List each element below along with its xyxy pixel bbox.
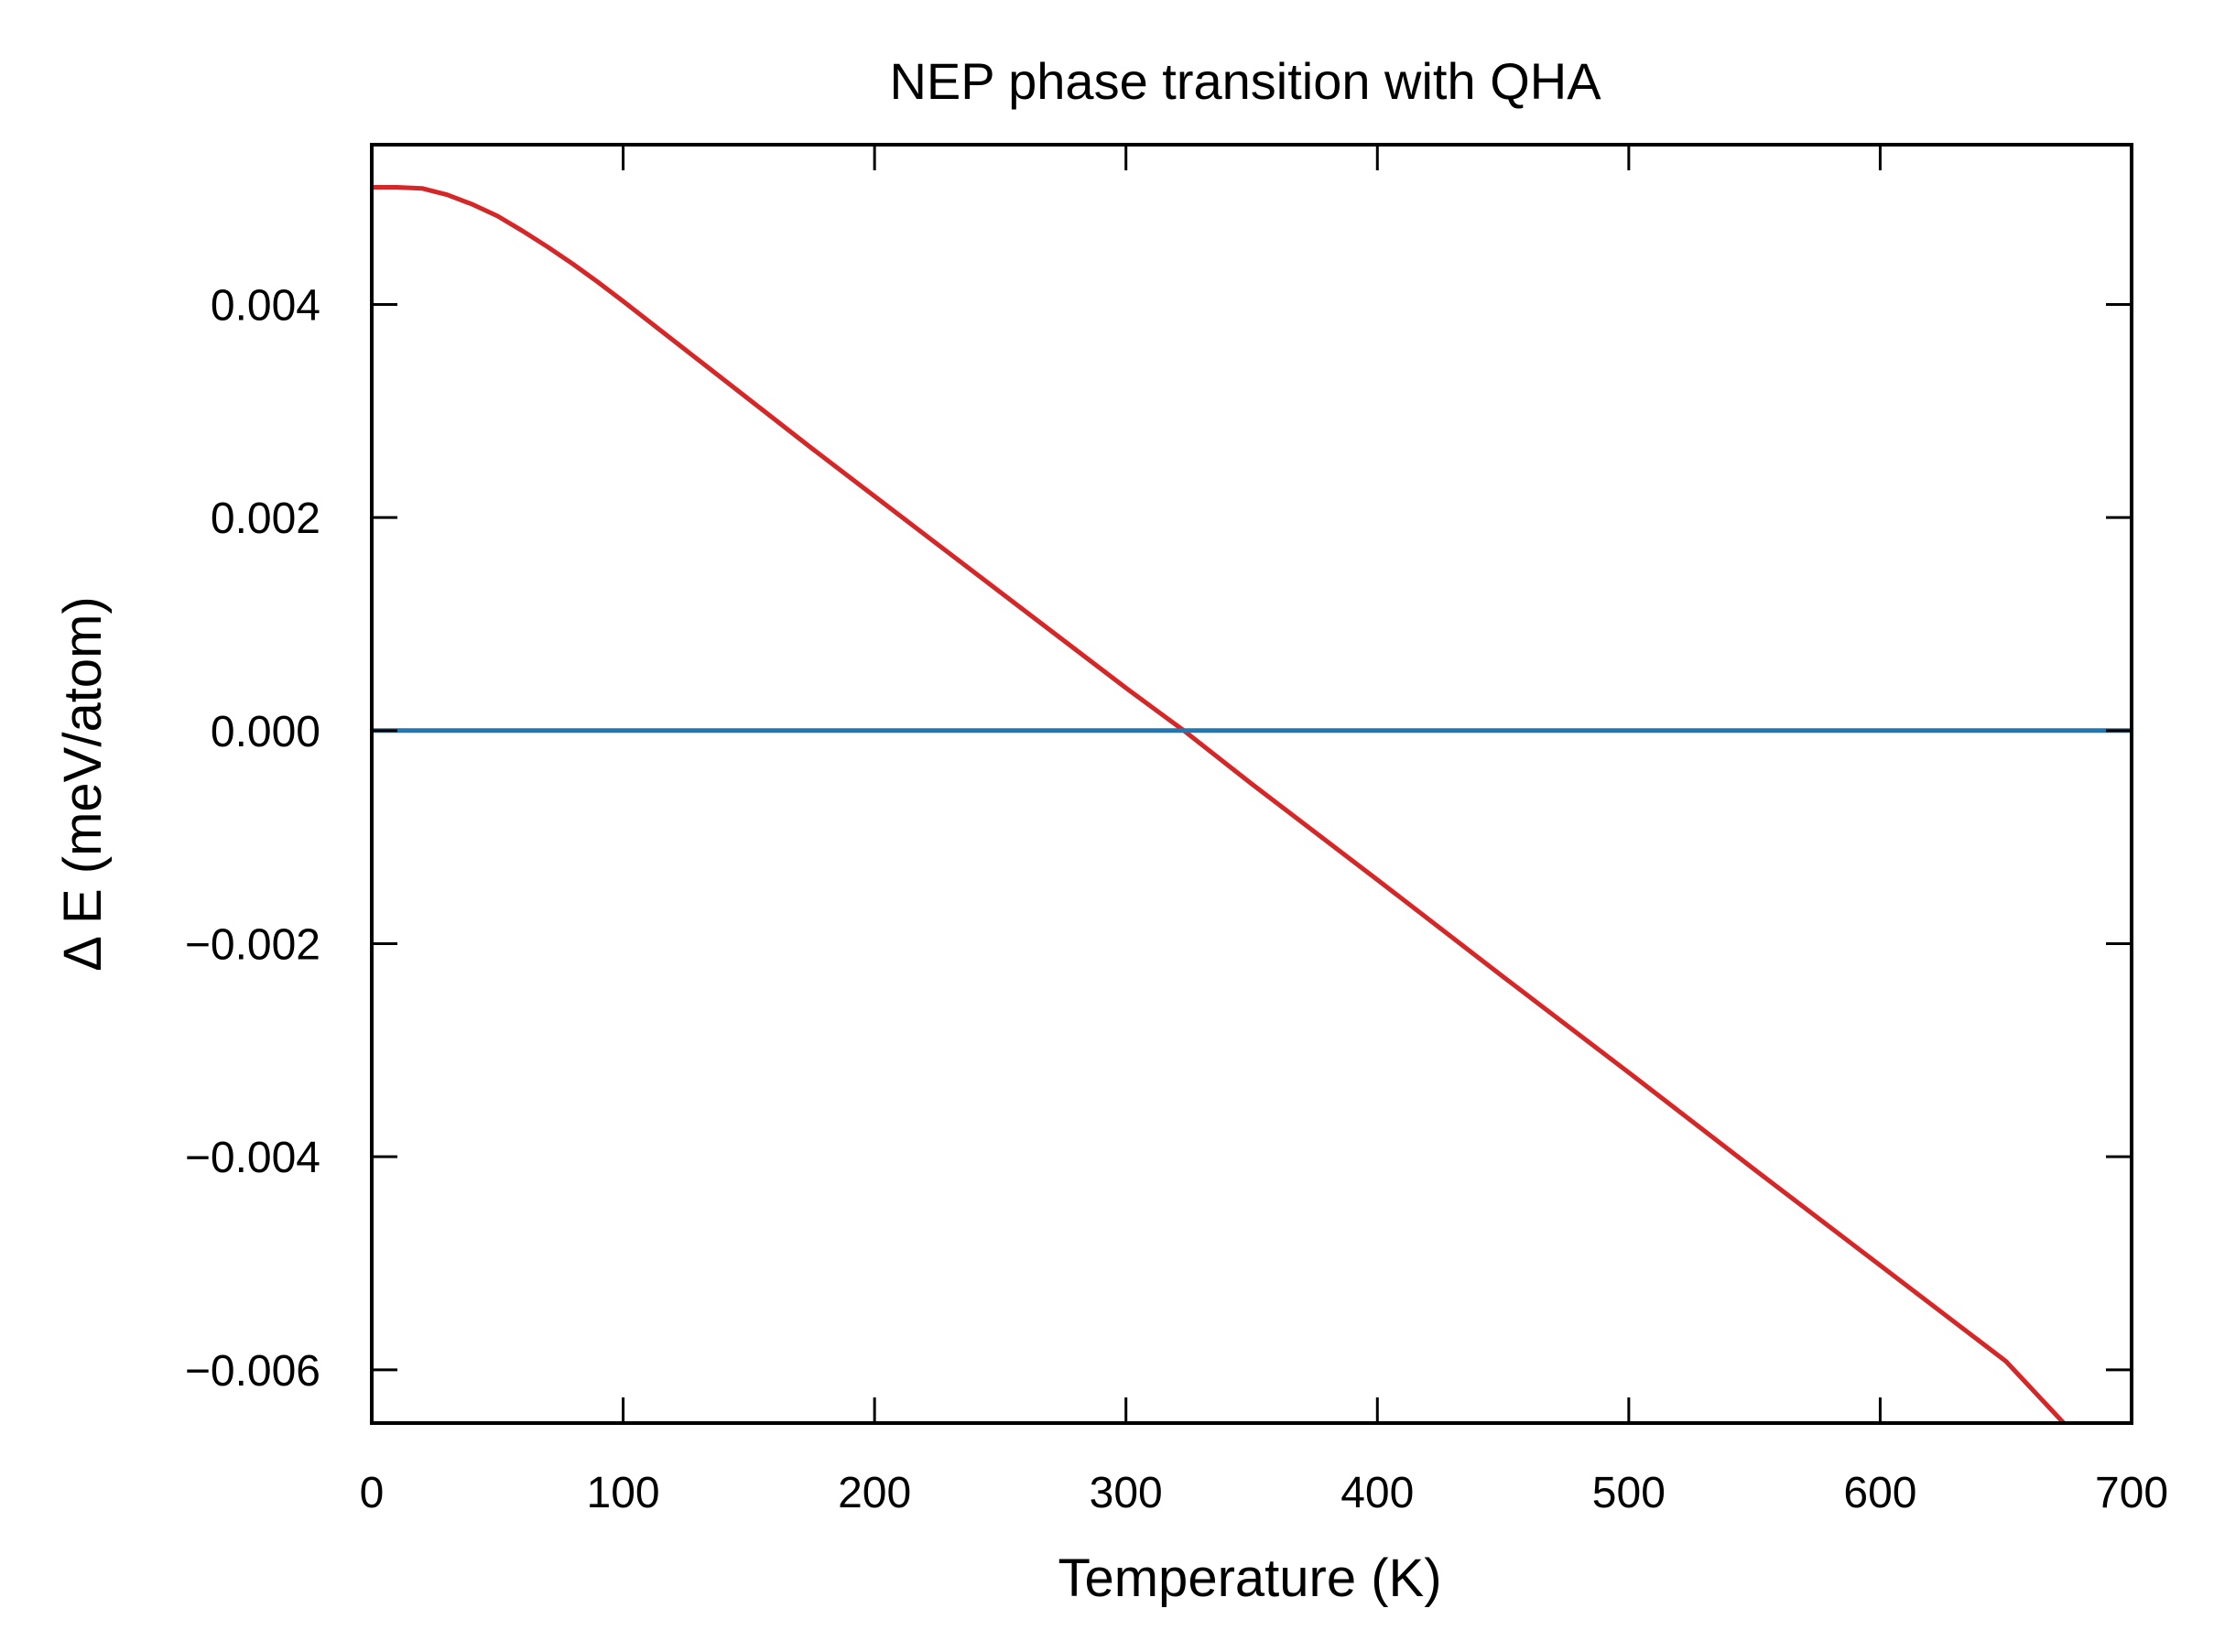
y-tick-label: −0.004	[185, 1134, 320, 1182]
x-tick-label: 500	[1592, 1469, 1666, 1517]
chart-title: NEP phase transition with QHA	[889, 52, 1601, 110]
x-ticks: 0 100 200 300 400 500 600 700	[360, 145, 2168, 1517]
y-tick-label: −0.006	[185, 1347, 320, 1396]
y-tick-label: 0.002	[211, 495, 320, 543]
y-axis-label: Δ E (meV/atom)	[53, 596, 113, 971]
series-line-0	[372, 185, 2066, 1425]
x-tick-label: 200	[838, 1469, 911, 1517]
y-ticks: 0.004 0.002 0.000 −0.002 −0.004 −0.006	[185, 282, 2132, 1396]
x-tick-label: 0	[360, 1469, 385, 1517]
x-tick-label: 100	[587, 1469, 660, 1517]
y-tick-label: 0.000	[211, 708, 320, 756]
x-tick-label: 600	[1843, 1469, 1916, 1517]
y-tick-label: −0.002	[185, 921, 320, 970]
x-tick-label: 300	[1090, 1469, 1163, 1517]
series-layer	[372, 185, 2132, 1425]
plot-frame	[370, 143, 2133, 1425]
x-axis-label: Temperature (K)	[1058, 1549, 1441, 1608]
x-tick-label: 700	[2095, 1469, 2168, 1517]
x-tick-label: 400	[1340, 1469, 1414, 1517]
y-tick-label: 0.004	[211, 282, 320, 331]
